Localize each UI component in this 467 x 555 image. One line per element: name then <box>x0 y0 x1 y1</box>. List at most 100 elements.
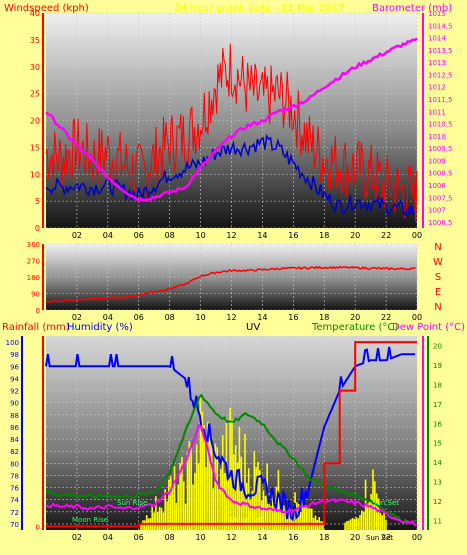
uv-bar <box>247 468 250 530</box>
temperature-axis-title: Temperature (°C) <box>311 322 398 333</box>
x-tick-label: 08 <box>165 313 175 322</box>
humidity-y-tick-label: 72 <box>10 509 19 517</box>
uv-bar <box>195 444 198 530</box>
uv-bar <box>259 470 261 530</box>
uv-bar <box>277 470 280 530</box>
x-tick-label: 02 <box>72 313 82 322</box>
uv-bar <box>279 498 281 530</box>
uv-bar <box>151 504 153 530</box>
uv-bar <box>270 506 272 530</box>
uv-bar <box>370 494 372 530</box>
humidity-y-tick-label: 86 <box>10 424 19 432</box>
uv-bar <box>272 492 274 530</box>
uv-bar <box>314 515 317 530</box>
barometer-y-tick-label: 1012,5 <box>428 71 453 79</box>
uv-bar <box>171 485 174 530</box>
x-tick-label: 22 <box>381 231 391 240</box>
dewpoint-axis-title: Dew Point (°C) <box>392 322 465 333</box>
x-tick-label: 14 <box>257 533 267 542</box>
windspeed-axis-title: Windspeed (kph) <box>4 3 89 14</box>
x-tick-label: 18 <box>319 231 329 240</box>
series-wind-direction <box>45 265 416 304</box>
temperature-y-tick-label: 14 <box>433 459 442 467</box>
x-tick-label: 06 <box>134 533 144 542</box>
temperature-y-tick-label: 19 <box>433 362 442 370</box>
uv-bar <box>372 469 374 530</box>
uv-bar <box>218 488 220 530</box>
direction-y-tick-label: 90 <box>31 291 40 299</box>
uv-bar <box>144 520 146 530</box>
uv-bar <box>240 456 243 530</box>
uv-bar <box>383 512 385 530</box>
uv-bar <box>357 518 359 530</box>
barometer-y-tick-label: 1014 <box>428 35 446 43</box>
temperature-y-tick-label: 16 <box>433 420 442 428</box>
wind-y-tick-label: 20 <box>30 117 40 126</box>
barometer-axis-title: Barometer (mb) <box>372 3 452 14</box>
x-tick-label: 10 <box>195 231 205 240</box>
uv-bar <box>162 512 165 530</box>
uv-bar <box>197 463 200 530</box>
series-barometer <box>45 37 418 203</box>
x-tick-label: 12 <box>226 533 236 542</box>
x-tick-label: 14 <box>257 231 267 240</box>
x-tick-label: 20 <box>350 533 360 542</box>
direction-y-tick-label: 360 <box>27 241 40 249</box>
x-tick-label: 18 <box>319 313 329 322</box>
uv-bar <box>260 500 263 530</box>
humidity-y-tick-label: 92 <box>10 388 19 396</box>
uv-bar <box>355 517 358 530</box>
barometer-y-tick-label: 1009,5 <box>428 145 453 153</box>
temperature-y-tick-label: 15 <box>433 440 442 448</box>
uv-bar <box>220 468 222 530</box>
uv-bar <box>244 434 246 530</box>
temperature-y-tick-label: 12 <box>433 498 442 506</box>
humidity-y-tick-label: 84 <box>10 436 19 444</box>
uv-bar <box>170 476 172 530</box>
uv-bar <box>192 484 194 530</box>
uv-bar <box>309 508 311 530</box>
x-tick-label: 22 <box>381 313 391 322</box>
uv-bar <box>188 441 191 530</box>
wind-y-tick-label: 15 <box>30 143 40 152</box>
uv-bar <box>351 518 354 530</box>
x-tick-label: 08 <box>165 533 175 542</box>
uv-bar <box>157 511 159 530</box>
x-tick-label: 16 <box>288 313 298 322</box>
humidity-y-tick-label: 98 <box>10 351 19 359</box>
uv-bar <box>299 512 302 530</box>
barometer-y-tick-label: 1012 <box>428 84 446 92</box>
uv-bar <box>381 515 383 530</box>
wind-y-tick-label: 0 <box>35 224 40 233</box>
x-tick-label: 00 <box>412 313 422 322</box>
uv-bar <box>168 479 170 530</box>
wind-y-tick-label: 30 <box>30 63 40 72</box>
x-tick-label: 06 <box>134 313 144 322</box>
x-tick-label: 02 <box>72 231 82 240</box>
uv-bar <box>194 472 196 530</box>
uv-bar <box>158 506 161 530</box>
uv-bar <box>285 507 287 530</box>
wind-y-tick-label: 40 <box>30 9 40 18</box>
barometer-y-tick-label: 1007,5 <box>428 194 453 202</box>
uv-bar <box>348 520 350 530</box>
uv-bar <box>173 466 176 530</box>
series-temperature <box>45 393 418 525</box>
series-rainfall <box>46 341 417 528</box>
sun-moon-annotation: Sun Set <box>366 534 393 542</box>
uv-bar <box>268 492 270 530</box>
temperature-y-tick-label: 20 <box>433 343 442 351</box>
uv-bar <box>307 508 309 530</box>
x-tick-label: 16 <box>288 231 298 240</box>
direction-letter: N <box>434 302 441 313</box>
humidity-axis-title: Humidity (%) <box>67 322 133 333</box>
uv-bar <box>190 444 192 530</box>
uv-bar <box>186 452 189 530</box>
uv-bar <box>273 501 276 530</box>
barometer-y-tick-label: 1009 <box>428 157 446 165</box>
chart-title: 24 hour graph data - 11 Mar 2017 <box>174 3 344 14</box>
uv-bar <box>361 510 363 530</box>
uv-bar <box>236 462 239 530</box>
